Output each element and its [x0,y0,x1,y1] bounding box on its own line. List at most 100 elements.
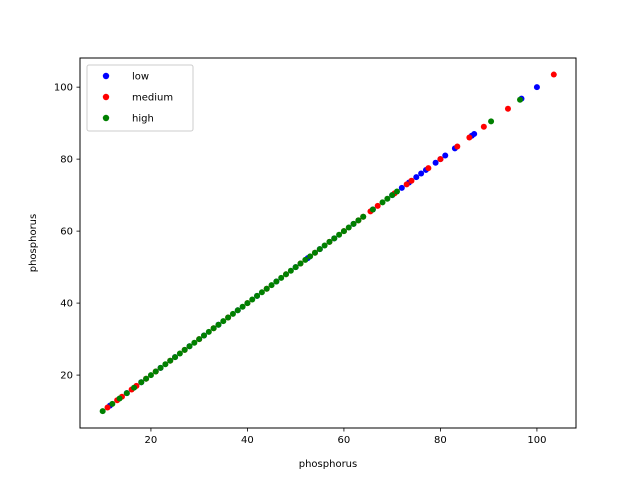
scatter-point-high [331,235,338,242]
scatter-point-medium [480,123,487,130]
scatter-point-medium [550,71,557,78]
scatter-point-high [152,368,159,375]
legend-box [86,64,194,132]
scatter-point-high [147,372,154,379]
legend-label-medium: medium [132,93,173,104]
scatter-point-high [162,361,169,368]
scatter-point-high [123,390,130,397]
scatter-point-high [283,271,290,278]
scatter-point-high [215,321,222,328]
scatter-point-medium [454,143,461,150]
scatter-point-medium [504,105,511,112]
scatter-point-high [350,220,357,227]
scatter-point-high [273,278,280,285]
scatter-point-high [292,264,299,271]
scatter-point-high [220,318,227,325]
scatter-point-high [263,285,270,292]
scatter-point-low [413,174,420,181]
x-tick-label: 100 [527,435,546,446]
scatter-point-low [442,152,449,159]
legend: low medium high [86,64,194,132]
scatter-point-high [488,118,495,125]
scatter-point-high [116,395,123,402]
scatter-point-high [181,346,188,353]
y-tick-label: 60 [60,227,73,238]
scatter-point-high [239,303,246,310]
scatter-point-high [384,195,391,202]
scatter-point-high [131,384,138,391]
scatter-point-high [109,400,116,407]
x-tick-label: 20 [145,435,158,446]
y-tick-label: 80 [60,155,73,166]
scatter-point-high [205,328,212,335]
scatter-point-high [302,256,309,263]
scatter-point-high [340,228,347,235]
scatter-point-high [254,292,261,299]
scatter-point-low [471,130,478,137]
scatter-point-medium [466,134,473,141]
scatter-point-medium [437,156,444,163]
scatter-point-low [533,84,540,91]
scatter-point-high [278,274,285,281]
scatter-point-low [398,184,405,191]
scatter-point-high [176,350,183,357]
scatter-point-high [389,192,396,199]
legend-marker-medium [102,93,110,101]
x-tick-label: 80 [434,435,447,446]
legend-marker-low [102,72,110,80]
scatter-point-high [167,357,174,364]
y-tick-label: 100 [54,83,73,94]
scatter-point-high [517,96,524,103]
scatter-point-high [345,224,352,231]
scatter-point-high [191,339,198,346]
y-tick-label: 20 [60,371,73,382]
scatter-point-high [336,231,343,238]
scatter-point-medium [374,202,381,209]
scatter-point-high [379,199,386,206]
scatter-point-high [186,343,193,350]
scatter-point-high [210,325,217,332]
legend-marker-high [102,114,110,122]
x-axis: 20 40 60 80 100 [145,428,546,446]
y-tick-label: 40 [60,299,73,310]
scatter-point-high [321,242,328,249]
scatter-point-medium [408,177,415,184]
x-tick-label: 40 [241,435,254,446]
scatter-point-high [157,364,164,371]
scatter-point-high [311,249,318,256]
scatter-point-high [326,238,333,245]
x-tick-label: 60 [338,435,351,446]
x-axis-label: phosphorus [299,459,357,470]
scatter-point-high [201,332,207,339]
scatter-point-high [143,375,150,382]
scatter-point-high [287,267,294,274]
scatter-point-low [418,170,425,177]
scatter-point-high [99,408,106,415]
legend-label-low: low [132,72,149,83]
scatter-point-high [249,296,256,303]
y-axis: 20 40 60 80 100 [54,83,80,382]
scatter-point-medium [403,181,410,188]
scatter-point-high [360,213,367,220]
scatter-point-high [258,289,265,296]
scatter-point-high [229,310,236,317]
points-layer [99,71,557,415]
scatter-point-high [268,282,275,289]
scatter-point-medium [425,165,432,172]
y-axis-label: phosphorus [28,214,39,272]
scatter-point-medium [104,404,111,411]
plot-frame [79,57,577,429]
scatter-point-high [316,246,323,253]
legend-label-high: high [132,114,154,125]
scatter-point-high [138,379,145,386]
scatter-point-high [196,336,203,343]
scatter-point-high [297,260,304,267]
scatter-point-high [225,314,232,321]
scatter-point-low [432,159,439,166]
scatter-point-high [355,217,362,224]
scatter-point-high [394,188,400,195]
scatter-point-high [307,253,314,260]
scatter-point-high [244,300,251,307]
